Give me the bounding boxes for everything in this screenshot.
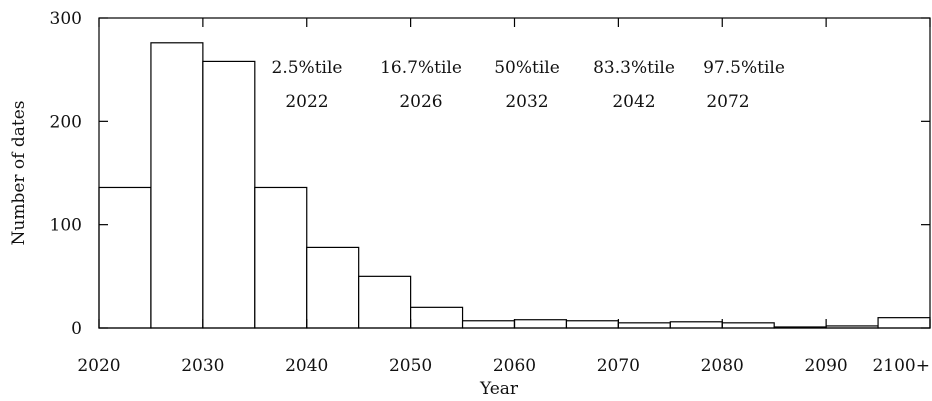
- x-tick-label-1: 2030: [181, 356, 224, 376]
- percentile-label-0: 2.5%tile: [272, 58, 343, 78]
- percentile-label-1: 16.7%tile: [380, 58, 462, 78]
- percentile-label-4: 97.5%tile: [703, 58, 785, 78]
- histogram-bar-11: [669, 321, 723, 329]
- histogram-bar-0: [98, 186, 152, 329]
- percentile-year-3: 2042: [612, 92, 655, 112]
- histogram-bar-15: [877, 317, 931, 329]
- x-tick-label-0: 2020: [77, 356, 120, 376]
- histogram-bar-12: [721, 322, 775, 329]
- x-tick-label-4: 2060: [493, 356, 536, 376]
- percentile-year-1: 2026: [399, 92, 442, 112]
- histogram-bar-2: [202, 60, 256, 329]
- y-tick-label-3: 300: [50, 9, 82, 29]
- y-tick-label-1: 100: [50, 216, 82, 236]
- histogram-bar-8: [513, 319, 568, 329]
- percentile-annotations: 2.5%tile 2022 16.7%tile 2026 50%tile 2032 83.3…: [272, 58, 785, 112]
- x-tick-label-5: 2070: [597, 356, 640, 376]
- x-tick-label-3: 2050: [389, 356, 432, 376]
- histogram-bar-10: [617, 322, 671, 329]
- percentile-year-4: 2072: [706, 92, 749, 112]
- percentile-year-2: 2032: [505, 92, 548, 112]
- x-tick-label-2: 2040: [285, 356, 328, 376]
- histogram-bar-4: [306, 246, 360, 329]
- histogram-bar-9: [565, 320, 619, 329]
- x-tick-label-8: 2100+: [872, 356, 930, 376]
- histogram-bar-1: [150, 42, 204, 329]
- y-tick-label-2: 200: [50, 112, 82, 132]
- percentile-year-0: 2022: [285, 92, 328, 112]
- y-tick-label-0: 0: [71, 319, 82, 339]
- histogram-bar-3: [254, 186, 308, 329]
- percentile-label-2: 50%tile: [494, 58, 560, 78]
- bars-group: [98, 42, 931, 329]
- y-axis-title: Number of dates: [9, 101, 29, 246]
- histogram-bar-5: [358, 275, 412, 329]
- x-tick-label-7: 2090: [804, 356, 847, 376]
- histogram-bar-6: [410, 306, 464, 329]
- x-axis-title: Year: [479, 379, 519, 399]
- x-tick-label-6: 2080: [701, 356, 744, 376]
- histogram-bar-7: [461, 320, 516, 329]
- ticks-group: 0 100 200 300 2020 2030 2040 2050 2060 2070 2080 20…: [50, 9, 931, 376]
- percentile-label-3: 83.3%tile: [593, 58, 675, 78]
